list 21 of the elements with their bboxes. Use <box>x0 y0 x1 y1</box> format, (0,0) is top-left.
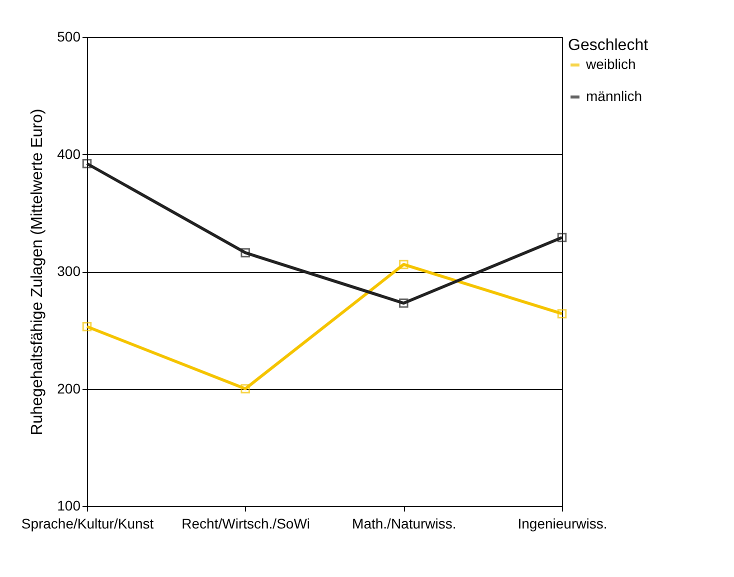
y-tick-label: 400 <box>57 146 81 162</box>
legend-title: Geschlecht <box>568 37 649 54</box>
legend-label: männlich <box>586 88 642 104</box>
legend-label: weiblich <box>585 56 636 72</box>
point <box>240 384 250 394</box>
y-tick-label: 500 <box>57 28 81 44</box>
y-axis-title: Ruhegehaltsfähige Zulagen (Mittelwerte Euro) <box>29 108 46 436</box>
point <box>399 260 408 270</box>
y-tick-label: 300 <box>57 263 81 279</box>
point <box>399 298 408 308</box>
point <box>82 322 92 332</box>
y-tick-label: 200 <box>57 380 81 396</box>
x-tick-label: Math./Naturwiss. <box>352 516 456 532</box>
x-tick-label: Sprache/Kultur/Kunst <box>21 516 154 532</box>
point <box>82 159 92 168</box>
point <box>240 248 250 258</box>
point <box>557 232 567 242</box>
point <box>557 309 567 318</box>
x-tick-label: Ingenieurwiss. <box>518 516 608 532</box>
y-tick-label: 100 <box>57 498 81 514</box>
x-tick-label: Recht/Wirtsch./SoWi <box>182 516 310 532</box>
